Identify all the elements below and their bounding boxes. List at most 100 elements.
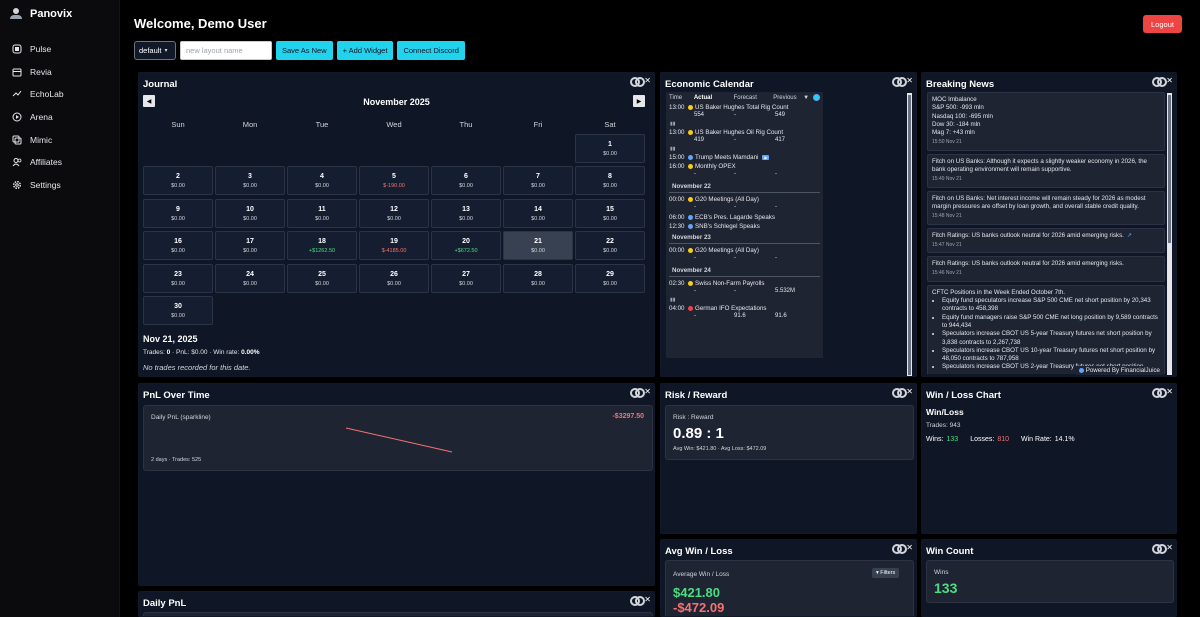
calendar-day-cell[interactable]: 20 +$672.50 — [431, 231, 501, 261]
news-scrollbar-thumb[interactable] — [1168, 95, 1171, 243]
prev-month-button[interactable]: ◀ — [143, 95, 155, 107]
calendar-day-cell[interactable]: 17 $0.00 — [215, 231, 285, 261]
filter-icon[interactable]: ▼ — [803, 94, 810, 101]
news-item[interactable]: Fitch Ratings: US banks outlook neutral … — [927, 227, 1165, 254]
next-month-button[interactable]: ▶ — [633, 95, 645, 107]
calendar-day-cell[interactable]: 5 $-190.00 — [359, 166, 429, 196]
calendar-day-cell[interactable]: 13 $0.00 — [431, 198, 501, 228]
calendar-day-cell[interactable]: 1 $0.00 — [575, 134, 645, 163]
econ-event-row[interactable]: 16:00 Monthly OPEX — [666, 162, 823, 171]
sidebar-item-arena[interactable]: Arena — [0, 106, 119, 129]
calendar-day-cell[interactable]: 29 $0.00 — [575, 263, 645, 293]
news-item[interactable]: Fitch Ratings: US banks outlook neutral … — [927, 256, 1165, 282]
calendar-day-cell[interactable]: 19 $-4185.00 — [359, 231, 429, 261]
day-number: 25 — [318, 270, 326, 278]
drag-handle-icon[interactable] — [630, 387, 646, 398]
calendar-day-cell[interactable]: 23 $0.00 — [143, 263, 213, 293]
news-feed[interactable]: MOC Imbalance S&P 500: -993 mln Nasdaq 100… — [927, 92, 1165, 374]
layout-select[interactable]: default ▾ — [134, 41, 176, 60]
econ-event-row[interactable]: 02:30 Swiss Non-Farm Payrolls — [666, 279, 823, 288]
econ-event-row[interactable]: 13:00 US Baker Hughes Total Rig Count — [666, 103, 823, 112]
bar-chart-icon[interactable]: ▮▮ — [670, 297, 676, 303]
external-link-icon[interactable]: ↗ — [1126, 231, 1133, 239]
drag-handle-icon[interactable] — [1152, 543, 1168, 554]
save-as-new-button[interactable]: Save As New — [276, 41, 333, 60]
event-time: 04:00 — [669, 305, 685, 312]
news-item[interactable]: CFTC Positions in the Week Ended October… — [927, 284, 1165, 374]
sidebar-item-pulse[interactable]: Pulse — [0, 38, 119, 61]
close-icon[interactable]: ✕ — [1166, 543, 1173, 552]
sidebar-item-mimic[interactable]: Mimic — [0, 128, 119, 151]
calendar-day-cell[interactable]: 22 $0.00 — [575, 231, 645, 261]
sidebar-item-settings[interactable]: Settings — [0, 174, 119, 197]
calendar-day-cell[interactable]: 9 $0.00 — [143, 198, 213, 228]
close-icon[interactable]: ✕ — [906, 76, 913, 85]
drag-handle-icon[interactable] — [892, 543, 908, 554]
calendar-day-cell[interactable]: 16 $0.00 — [143, 231, 213, 261]
sidebar-item-affiliates[interactable]: Affiliates — [0, 151, 119, 174]
connect-discord-button[interactable]: Connect Discord — [397, 41, 465, 60]
filters-button[interactable]: ▾ Filters — [872, 568, 900, 578]
calendar-day-cell[interactable]: 30 $0.00 — [143, 296, 213, 325]
calendar-day-cell[interactable]: 6 $0.00 — [431, 166, 501, 196]
calendar-day-cell[interactable]: 14 $0.00 — [503, 198, 573, 228]
econ-event-row[interactable]: 04:00 German IFO Expectations — [666, 304, 823, 313]
close-icon[interactable]: ✕ — [1166, 76, 1173, 85]
video-icon[interactable]: ▶ — [762, 155, 770, 160]
close-icon[interactable]: ✕ — [906, 387, 913, 396]
calendar-day-cell[interactable]: 11 $0.00 — [287, 198, 357, 228]
news-item[interactable]: Fitch on US Banks: Net interest income w… — [927, 190, 1165, 225]
calendar-day-cell[interactable]: 27 $0.00 — [431, 263, 501, 293]
calendar-day-cell[interactable]: 21 $0.00 — [503, 231, 573, 261]
sidebar-item-echolab[interactable]: EchoLab — [0, 83, 119, 106]
close-icon[interactable]: ✕ — [1166, 387, 1173, 396]
econ-values-row: 419 - 417 — [666, 137, 823, 146]
calendar-day-cell[interactable]: 24 $0.00 — [215, 263, 285, 293]
calendar-day-cell[interactable]: 26 $0.00 — [359, 263, 429, 293]
sidebar-item-revia[interactable]: Revia — [0, 61, 119, 84]
powered-by[interactable]: Powered By FinancialJuice — [1075, 366, 1163, 375]
calendar-day-cell[interactable]: 12 $0.00 — [359, 198, 429, 228]
news-item[interactable]: MOC Imbalance S&P 500: -993 mln Nasdaq 100… — [927, 92, 1165, 151]
drag-handle-icon[interactable] — [1152, 387, 1168, 398]
calendar-day-cell[interactable]: 3 $0.00 — [215, 166, 285, 196]
calendar-day-cell[interactable]: 25 $0.00 — [287, 263, 357, 293]
news-scrollbar[interactable] — [1167, 93, 1172, 375]
layout-name-input[interactable] — [180, 41, 272, 60]
econ-event-row[interactable]: 15:00 Trump Meets Mamdani ▶ — [666, 153, 823, 162]
econ-event-row[interactable]: 00:00 G20 Meetings (All Day) — [666, 246, 823, 255]
calendar-day-cell[interactable]: 15 $0.00 — [575, 198, 645, 228]
calendar-day-cell[interactable]: 7 $0.00 — [503, 166, 573, 196]
econ-event-row[interactable]: 00:00 G20 Meetings (All Day) — [666, 195, 823, 204]
close-icon[interactable]: ✕ — [644, 387, 651, 396]
econ-event-row[interactable]: 13:00 US Baker Hughes Oil Rig Count — [666, 128, 823, 137]
econ-event-row[interactable]: 12:30 SNB's Schlegel Speaks — [666, 222, 823, 231]
settings-dot-icon[interactable] — [813, 94, 820, 101]
bar-chart-icon[interactable]: ▮▮ — [670, 121, 676, 127]
drag-handle-icon[interactable] — [1152, 76, 1168, 87]
econ-calendar-frame[interactable]: Time Actual Forecast Previous ▼ 13:00 US … — [666, 92, 823, 358]
calendar-day-cell[interactable]: 2 $0.00 — [143, 166, 213, 196]
econ-event-row[interactable]: 06:00 ECB's Pres. Lagarde Speaks — [666, 213, 823, 222]
close-icon[interactable]: ✕ — [644, 76, 651, 85]
drag-handle-icon[interactable] — [630, 595, 646, 606]
calendar-day-cell[interactable]: 10 $0.00 — [215, 198, 285, 228]
econ-date-header: November 22 — [669, 180, 820, 193]
logout-button[interactable]: Logout — [1143, 15, 1182, 33]
bar-chart-icon[interactable]: ▮▮ — [670, 146, 676, 152]
close-icon[interactable]: ✕ — [644, 595, 651, 604]
drag-handle-icon[interactable] — [630, 76, 646, 87]
add-widget-button[interactable]: + Add Widget — [336, 41, 394, 60]
brand[interactable]: Panovix — [0, 0, 119, 28]
econ-scrollbar[interactable] — [907, 93, 912, 376]
calendar-day-cell[interactable]: 18 +$1262.50 — [287, 231, 357, 261]
drag-handle-icon[interactable] — [892, 387, 908, 398]
close-icon[interactable]: ✕ — [906, 543, 913, 552]
calendar-day-cell[interactable]: 8 $0.00 — [575, 166, 645, 196]
calendar-day-cell[interactable]: 4 $0.00 — [287, 166, 357, 196]
econ-scrollbar-thumb[interactable] — [908, 95, 911, 375]
drag-handle-icon[interactable] — [892, 76, 908, 87]
news-item[interactable]: Fitch on US Banks: Although it expects a… — [927, 153, 1165, 188]
calendar-day-cell[interactable]: 28 $0.00 — [503, 263, 573, 293]
widget-controls: ✕ — [1152, 543, 1173, 554]
